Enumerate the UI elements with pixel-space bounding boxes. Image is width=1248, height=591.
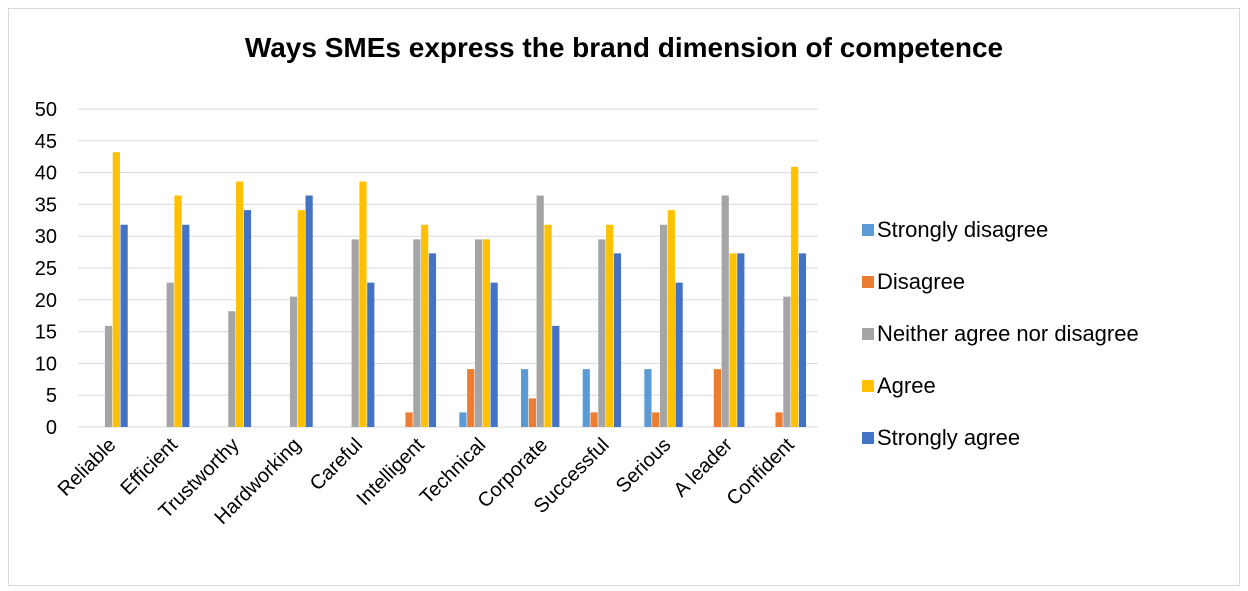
bar-agree-trustworthy [236, 181, 244, 427]
gridlines [78, 108, 818, 428]
bar-neither-agree-nor-disagree-intelligent [413, 239, 421, 427]
bar-neither-agree-nor-disagree-corporate [536, 195, 544, 427]
y-tick-label: 50 [35, 99, 57, 121]
bar-agree-careful [359, 181, 367, 427]
bar-strongly-agree-corporate [552, 325, 560, 427]
bar-disagree-intelligent [405, 412, 413, 427]
bar-agree-hardworking [297, 210, 305, 427]
x-tick-label: Careful [306, 434, 367, 495]
y-tick-label: 0 [46, 417, 57, 439]
y-tick-label: 35 [35, 194, 57, 216]
bar-neither-agree-nor-disagree-a-leader [721, 195, 729, 427]
bar-strongly-agree-a-leader [737, 253, 745, 427]
bars [104, 152, 807, 428]
bar-strongly-agree-trustworthy [243, 210, 252, 427]
bar-strongly-agree-serious [675, 282, 683, 427]
bar-neither-agree-nor-disagree-technical [474, 239, 483, 427]
bar-agree-confident [791, 166, 799, 427]
legend-swatch [862, 224, 874, 236]
bar-disagree-technical [467, 369, 475, 427]
legend: Strongly disagree Disagree Neither agree n… [862, 212, 1242, 472]
legend-label: Strongly disagree [877, 217, 1049, 242]
bar-strongly-disagree-successful [582, 369, 590, 427]
bar-strongly-agree-intelligent [428, 253, 437, 427]
chart-title: Ways SMEs express the brand dimension of… [244, 32, 1004, 63]
y-tick-label: 20 [35, 290, 57, 312]
legend-swatch [862, 432, 874, 444]
bar-neither-agree-nor-disagree-confident [783, 296, 791, 427]
bar-agree-a-leader [729, 253, 737, 427]
y-axis-ticks: 0 5 10 15 20 25 30 35 40 45 50 [35, 99, 57, 439]
legend-swatch [862, 328, 874, 340]
bar-agree-efficient [174, 195, 182, 427]
bar-agree-technical [482, 239, 490, 427]
legend-item: Strongly disagree [862, 212, 1242, 264]
x-tick-label: Reliable [54, 434, 121, 501]
bar-strongly-agree-successful [613, 253, 622, 427]
bar-neither-agree-nor-disagree-careful [351, 239, 359, 427]
bar-strongly-agree-careful [367, 282, 375, 427]
y-tick-label: 30 [35, 226, 57, 248]
legend-label: Neither agree nor disagree [877, 321, 1139, 346]
bar-agree-intelligent [421, 224, 429, 427]
bar-strongly-agree-efficient [182, 224, 190, 427]
bar-disagree-successful [590, 412, 598, 427]
bar-neither-agree-nor-disagree-hardworking [289, 296, 298, 427]
bar-disagree-a-leader [713, 369, 721, 427]
legend-swatch [862, 380, 874, 392]
legend-label: Disagree [877, 269, 966, 294]
legend-item: Neither agree nor disagree [862, 316, 1242, 368]
bar-strongly-disagree-serious [644, 369, 652, 427]
chart-frame [8, 8, 1240, 586]
bar-agree-serious [667, 210, 675, 427]
bar-strongly-disagree-corporate [521, 369, 529, 427]
y-tick-label: 15 [35, 322, 57, 344]
bar-neither-agree-nor-disagree-successful [598, 239, 606, 427]
y-tick-label: 45 [35, 131, 57, 153]
bar-agree-corporate [544, 224, 552, 427]
y-tick-label: 10 [35, 353, 57, 375]
bar-strongly-agree-reliable [120, 224, 128, 427]
y-tick-label: 5 [46, 385, 57, 407]
legend-item: Agree [862, 368, 1242, 420]
bar-strongly-agree-technical [490, 282, 498, 427]
x-tick-label: Confident [723, 434, 799, 510]
legend-item: Disagree [862, 264, 1242, 316]
bar-strongly-agree-confident [798, 253, 807, 427]
bar-neither-agree-nor-disagree-trustworthy [228, 311, 236, 427]
legend-label: Strongly agree [877, 425, 1021, 450]
x-tick-label: Serious [612, 434, 676, 498]
legend-swatch [862, 276, 874, 288]
bar-strongly-agree-hardworking [305, 195, 313, 427]
bar-disagree-serious [652, 412, 660, 427]
bar-neither-agree-nor-disagree-efficient [166, 282, 174, 427]
y-tick-label: 40 [35, 163, 57, 185]
bar-agree-successful [606, 224, 614, 427]
legend-label: Agree [877, 373, 936, 398]
y-tick-label: 25 [35, 258, 57, 280]
bar-agree-reliable [112, 152, 120, 428]
bar-neither-agree-nor-disagree-reliable [104, 325, 113, 427]
legend-item: Strongly agree [862, 420, 1242, 472]
bar-neither-agree-nor-disagree-serious [659, 224, 668, 427]
bar-strongly-disagree-technical [459, 412, 467, 427]
bar-disagree-confident [775, 412, 783, 427]
bar-disagree-corporate [528, 398, 536, 427]
x-tick-label: Intelligent [353, 434, 429, 510]
